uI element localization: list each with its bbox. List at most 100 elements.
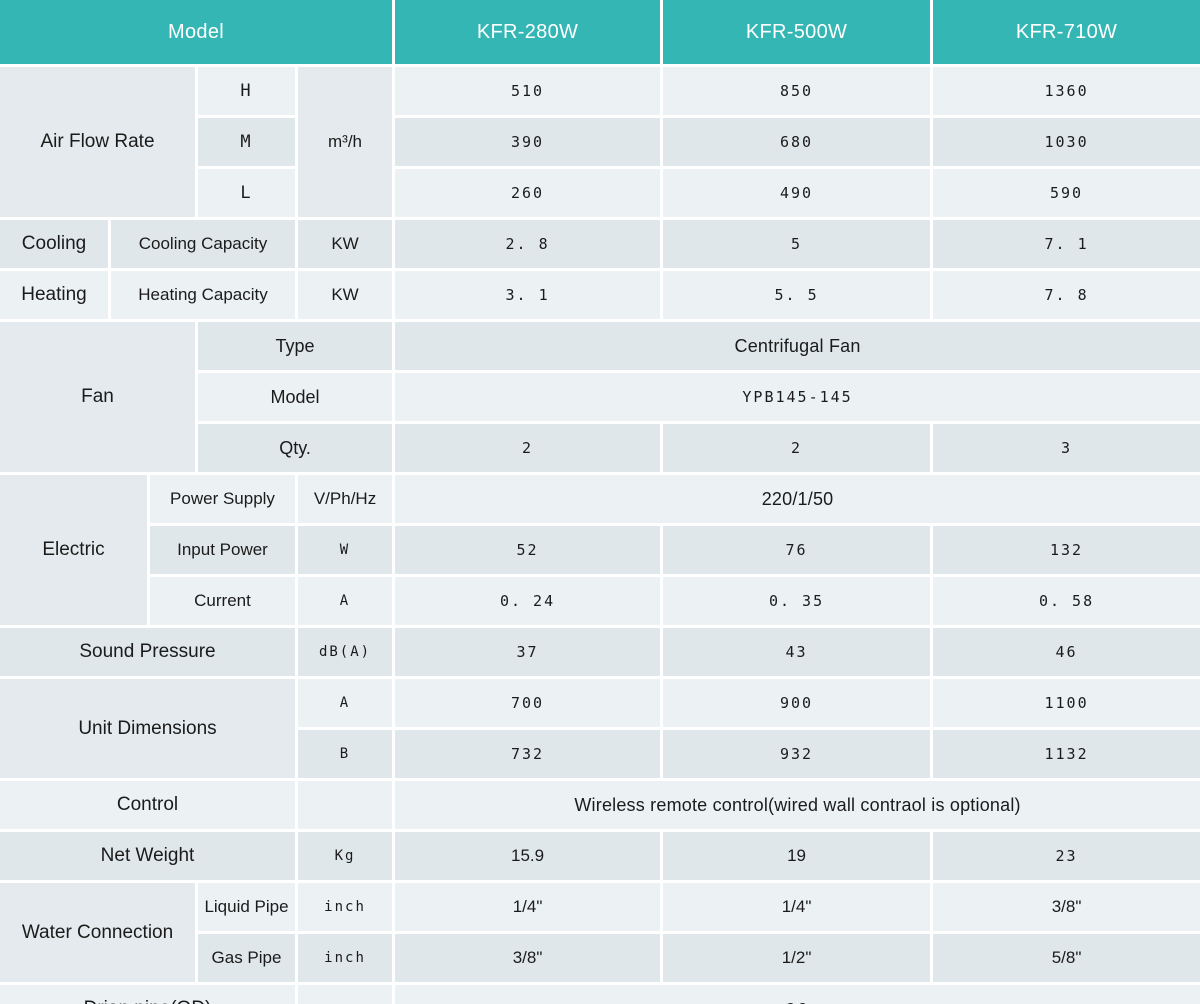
air-flow-level-m: M (198, 118, 295, 166)
power-supply-unit: V/Ph/Hz (298, 475, 393, 523)
value-cell: 5. 5 (663, 271, 931, 319)
model-column-kfr-710w: KFR-710W (933, 0, 1200, 64)
gas-pipe-unit: inch (298, 934, 393, 982)
air-flow-level-l: L (198, 169, 295, 217)
liquid-pipe-label: Liquid Pipe (198, 883, 295, 931)
control-row: Control Wireless remote control(wired wa… (0, 781, 1200, 829)
fan-type-label: Type (198, 322, 393, 370)
value-cell: 23 (933, 832, 1200, 880)
value-cell: 590 (933, 169, 1200, 217)
value-cell: 732 (395, 730, 661, 778)
cooling-row: Cooling Cooling Capacity KW 2. 8 5 7. 1 (0, 220, 1200, 268)
control-unit-cell-empty (298, 781, 393, 829)
heating-label: Heating (0, 271, 108, 319)
value-cell: 1100 (933, 679, 1200, 727)
air-flow-level-h: H (198, 67, 295, 115)
heating-capacity-label: Heating Capacity (111, 271, 295, 319)
value-cell: 3 (933, 424, 1200, 472)
value-cell: 680 (663, 118, 931, 166)
fan-model-row: Model YPB145-145 (0, 373, 1200, 421)
control-label: Control (0, 781, 295, 829)
cooling-capacity-label: Cooling Capacity (111, 220, 295, 268)
input-power-label: Input Power (150, 526, 295, 574)
value-cell: 510 (395, 67, 661, 115)
water-liquid-row: Water Connection Liquid Pipe inch 1/4" 1… (0, 883, 1200, 982)
value-cell: 0. 35 (663, 577, 931, 625)
value-cell: 2. 8 (395, 220, 661, 268)
value-cell: 900 (663, 679, 931, 727)
air-flow-row-h: Air Flow Rate H m³/h 510 850 1360 (0, 67, 1200, 217)
fan-model-label: Model (198, 373, 393, 421)
value-cell: 2 (663, 424, 931, 472)
net-weight-unit: Kg (298, 832, 393, 880)
drain-pipe-unit: mm (298, 985, 393, 1004)
fan-qty-label: Qty. (198, 424, 393, 472)
value-cell: 390 (395, 118, 661, 166)
sound-pressure-unit: dB(A) (298, 628, 393, 676)
current-unit: A (298, 577, 393, 625)
value-cell: 1132 (933, 730, 1200, 778)
air-flow-unit: m³/h (298, 67, 393, 217)
air-flow-label: Air Flow Rate (0, 67, 195, 217)
drain-pipe-value: 26 (395, 985, 1200, 1004)
fan-type-value: Centrifugal Fan (395, 322, 1200, 370)
model-column-kfr-280w: KFR-280W (395, 0, 661, 64)
value-cell: 1/4" (395, 883, 661, 931)
value-cell: 76 (663, 526, 931, 574)
value-cell: 0. 58 (933, 577, 1200, 625)
drain-pipe-row: Drian pipe(OD) mm 26 (0, 985, 1200, 1004)
value-cell: 490 (663, 169, 931, 217)
value-cell: 1030 (933, 118, 1200, 166)
liquid-pipe-unit: inch (298, 883, 393, 931)
dimensions-row-a: Unit Dimensions A 700 900 1100 (0, 679, 1200, 778)
current-label: Current (150, 577, 295, 625)
dimension-a-label: A (298, 679, 393, 727)
electric-input-power-row: Input Power W 52 76 132 (0, 526, 1200, 574)
air-flow-row-m: M 390 680 1030 (0, 118, 1200, 166)
dimension-b-label: B (298, 730, 393, 778)
heating-row: Heating Heating Capacity KW 3. 1 5. 5 7.… (0, 271, 1200, 319)
value-cell: 132 (933, 526, 1200, 574)
drain-pipe-label: Drian pipe(OD) (0, 985, 295, 1004)
dimensions-row-b: B 732 932 1132 (0, 730, 1200, 778)
unit-dimensions-label: Unit Dimensions (0, 679, 295, 778)
model-header-cell: Model (0, 0, 393, 64)
value-cell: 52 (395, 526, 661, 574)
value-cell: 5 (663, 220, 931, 268)
value-cell: 37 (395, 628, 661, 676)
fan-qty-row: Qty. 2 2 3 (0, 424, 1200, 472)
value-cell: 932 (663, 730, 931, 778)
fan-type-row: Fan Type Centrifugal Fan (0, 322, 1200, 472)
value-cell: 2 (395, 424, 661, 472)
input-power-unit: W (298, 526, 393, 574)
sound-pressure-label: Sound Pressure (0, 628, 295, 676)
value-cell: 1360 (933, 67, 1200, 115)
electric-current-row: Current A 0. 24 0. 35 0. 58 (0, 577, 1200, 625)
value-cell: 260 (395, 169, 661, 217)
control-value: Wireless remote control(wired wall contr… (395, 781, 1200, 829)
water-gas-row: Gas Pipe inch 3/8" 1/2" 5/8" (0, 934, 1200, 982)
value-cell: 19 (663, 832, 931, 880)
value-cell: 7. 8 (933, 271, 1200, 319)
model-column-kfr-500w: KFR-500W (663, 0, 931, 64)
value-cell: 5/8" (933, 934, 1200, 982)
fan-label: Fan (0, 322, 195, 472)
value-cell: 3/8" (933, 883, 1200, 931)
cooling-label: Cooling (0, 220, 108, 268)
fan-model-value: YPB145-145 (395, 373, 1200, 421)
value-cell: 46 (933, 628, 1200, 676)
power-supply-label: Power Supply (150, 475, 295, 523)
net-weight-row: Net Weight Kg 15.9 19 23 (0, 832, 1200, 880)
value-cell: 0. 24 (395, 577, 661, 625)
value-cell: 3. 1 (395, 271, 661, 319)
header-row: Model KFR-280W KFR-500W KFR-710W (0, 0, 1200, 64)
power-supply-value: 220/1/50 (395, 475, 1200, 523)
electric-power-supply-row: Electric Power Supply V/Ph/Hz 220/1/50 (0, 475, 1200, 625)
value-cell: 1/4" (663, 883, 931, 931)
electric-label: Electric (0, 475, 147, 625)
water-connection-label: Water Connection (0, 883, 195, 982)
value-cell: 43 (663, 628, 931, 676)
value-cell: 7. 1 (933, 220, 1200, 268)
